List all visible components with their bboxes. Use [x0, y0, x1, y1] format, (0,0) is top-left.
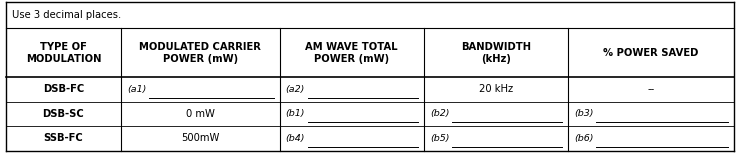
Text: TYPE OF
MODULATION: TYPE OF MODULATION — [26, 42, 101, 64]
Text: --: -- — [648, 84, 655, 95]
Text: BANDWIDTH
(kHz): BANDWIDTH (kHz) — [461, 42, 531, 64]
Text: DSB-SC: DSB-SC — [43, 109, 84, 119]
Text: (b1): (b1) — [286, 110, 305, 118]
Text: (a2): (a2) — [286, 85, 305, 94]
Text: AM WAVE TOTAL
POWER (mW): AM WAVE TOTAL POWER (mW) — [306, 42, 398, 64]
Text: MODULATED CARRIER
POWER (mW): MODULATED CARRIER POWER (mW) — [139, 42, 261, 64]
Text: % POWER SAVED: % POWER SAVED — [603, 48, 699, 58]
Text: (b4): (b4) — [286, 134, 305, 143]
Text: (b5): (b5) — [430, 134, 449, 143]
Text: DSB-FC: DSB-FC — [43, 84, 84, 95]
Text: (b6): (b6) — [574, 134, 593, 143]
Text: (b2): (b2) — [430, 110, 449, 118]
Text: 500mW: 500mW — [181, 133, 220, 144]
Text: (b3): (b3) — [574, 110, 593, 118]
Text: 0 mW: 0 mW — [186, 109, 215, 119]
Text: Use 3 decimal places.: Use 3 decimal places. — [12, 10, 121, 20]
Text: (a1): (a1) — [127, 85, 147, 94]
Text: 20 kHz: 20 kHz — [479, 84, 513, 95]
Text: SSB-FC: SSB-FC — [44, 133, 84, 144]
